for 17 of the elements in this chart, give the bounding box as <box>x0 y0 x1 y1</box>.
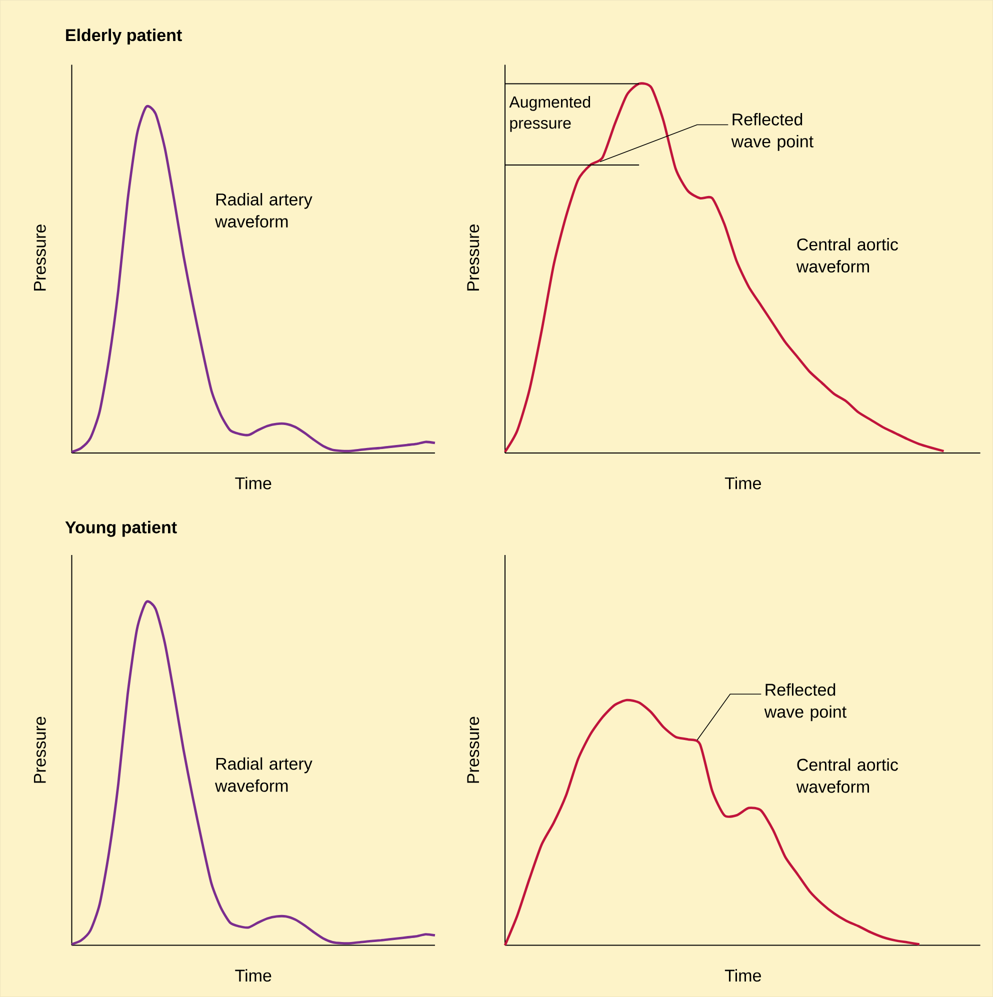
y-axis-title: Pressure <box>467 716 480 783</box>
x-axis-title: Time <box>235 476 272 490</box>
chart-title: Young patient <box>65 520 177 537</box>
x-axis-title: Time <box>724 476 761 490</box>
x-axis-title: Time <box>724 969 761 982</box>
x-axis-title: Time <box>235 969 272 982</box>
annotation: Radial artery waveform <box>214 193 312 228</box>
chart-title: Elderly patient <box>66 28 182 45</box>
annotation: Radial artery waveform <box>214 757 312 792</box>
annotation: Reflected wave point <box>731 112 814 151</box>
annotation: Central aortic waveform <box>796 238 898 273</box>
y-axis-title: Pressure <box>34 716 46 783</box>
annotation: Central aortic waveform <box>796 758 898 793</box>
annotation: Reflected wave point <box>764 683 846 722</box>
ref-line-label: Augmented pressure <box>509 96 590 132</box>
y-axis-title: Pressure <box>467 224 480 290</box>
y-axis-title: Pressure <box>34 224 46 290</box>
